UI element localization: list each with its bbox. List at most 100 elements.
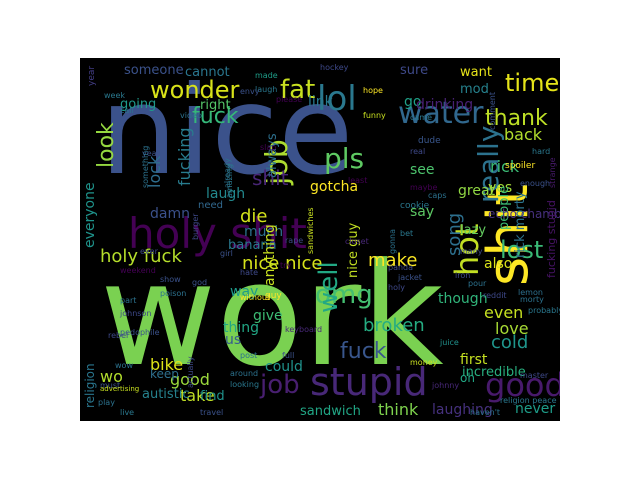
word: around [230,369,258,378]
word: week [104,91,125,100]
word: sure [400,63,428,78]
word: lock [145,155,164,188]
word: play [98,398,115,407]
word-cloud: nice work holy shit shit hot really job … [80,58,560,421]
word: probably [528,306,560,315]
word: looking [230,380,259,389]
word: great [458,183,496,199]
word: dude [418,136,441,146]
word: omg [315,280,373,310]
word: wonder [150,76,240,104]
word: comment [488,92,497,130]
word: keyboard [285,325,322,334]
word: already [223,158,232,188]
word: shit [476,184,541,286]
word: hope [363,86,383,95]
word: oh [460,371,475,385]
word: broken [363,315,425,336]
word: well [314,261,344,313]
word: back [504,125,543,144]
word: least [348,176,367,185]
word: holy shit [128,209,307,258]
word: religion peace [500,396,557,405]
word: guy [265,291,282,301]
word: someone [124,63,184,78]
word: hot [448,224,486,276]
word: need [198,200,223,211]
word: hate [240,268,258,277]
word: fuck [192,104,239,129]
word: yeah [142,149,162,158]
word: say [410,204,434,220]
word: call [120,106,134,115]
word: take [180,386,215,405]
word: mod [460,82,489,97]
word: lol [317,79,357,119]
word: envy [240,87,260,96]
word: real [410,147,425,156]
word: jacket [397,273,422,282]
word: thank [485,106,548,131]
word: sandwiches [306,207,315,254]
word: pls [324,142,364,175]
word: funny [363,111,386,120]
word: everyone [82,182,98,248]
word: even [484,303,523,322]
word: always [265,133,280,178]
word: religion [83,363,97,408]
word: cookie [400,201,430,211]
word: strange [548,157,557,188]
word: good [485,366,560,404]
word: hard [532,147,550,156]
word: god [192,278,207,287]
word: us [225,332,241,348]
word: pour [468,279,487,288]
word: job [259,370,300,400]
word: autistic [142,387,190,402]
word: going [120,97,156,112]
word: haven't [470,408,500,417]
word: pedophile [120,328,160,337]
word: way [230,284,258,300]
word: full [282,351,294,360]
word: go [404,94,421,110]
word: though [438,291,488,307]
word: link [308,94,334,110]
word: girl [220,249,233,258]
word: master [520,371,549,380]
word: part [120,296,136,305]
word: die [240,206,268,227]
word: song [444,213,465,256]
word: maybe [410,183,438,192]
word: echo chamber [488,207,560,221]
word: bike [150,355,183,374]
word: poison [160,289,186,298]
word: juice [439,338,459,347]
word: bet [400,229,413,238]
word: actually [186,356,195,388]
word: job [260,139,295,186]
word: ever [140,247,159,256]
word: nice nice [242,253,322,274]
word: holy fuck [100,246,182,267]
word: johnny [431,381,459,390]
word: want [460,65,492,80]
word: nice guy [346,222,361,278]
word: gotcha [310,179,358,195]
word: money [410,358,438,367]
word: shit [252,166,289,190]
word: reddit [483,291,507,300]
word: think [378,400,419,419]
word: came [410,113,432,122]
word: many [460,247,483,256]
word: advertising [100,385,139,393]
word: see [410,162,435,178]
word: caps [428,191,447,200]
word: water [398,96,484,131]
word: laugh [255,85,277,94]
word: iron [455,271,470,280]
word: spoiler [505,161,535,171]
word: cannot [185,65,230,80]
word: give [253,308,283,324]
word: show [160,275,181,284]
